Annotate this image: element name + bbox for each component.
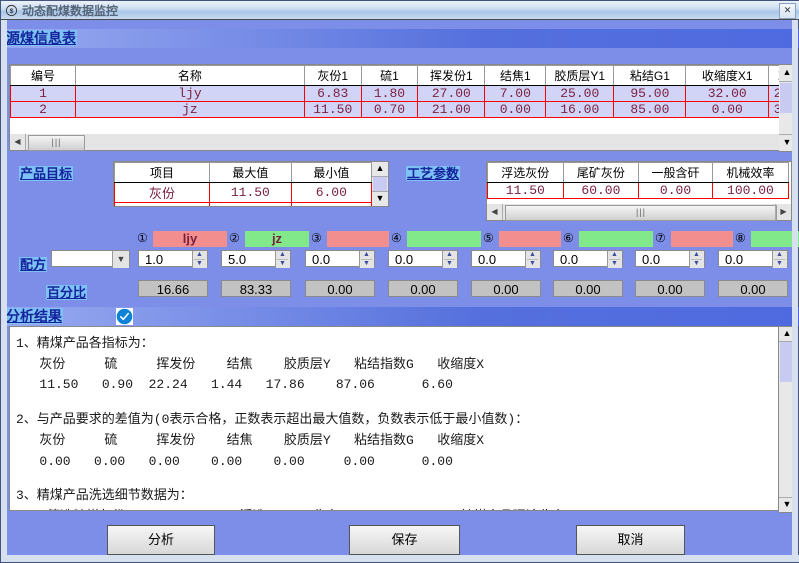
svg-text:$: $ [10,8,14,15]
